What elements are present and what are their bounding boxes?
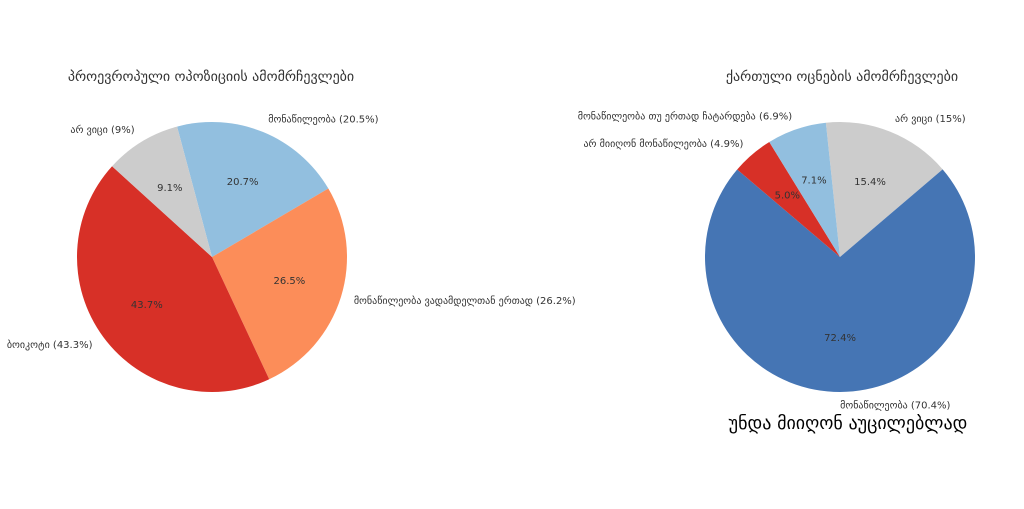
- slice-label: მონაწილეობა ვადამდელთან ერთად (26.2%): [354, 295, 576, 307]
- value-label: 20.7%: [227, 177, 259, 188]
- pie-slice: [769, 122, 840, 257]
- slice-label: ბოიკოტი (43.3%): [7, 339, 93, 351]
- value-label: 72.4%: [824, 333, 856, 344]
- slice-label: მონაწილეობა (20.5%): [268, 114, 378, 126]
- slice-label: არ მიიღონ მონაწილეობა (4.9%): [583, 138, 743, 150]
- value-label: 5.0%: [775, 190, 800, 201]
- pie-slice: [825, 122, 943, 258]
- value-label: 26.5%: [273, 276, 305, 287]
- annotation: უნდა მიიღონ აუცილებლად: [729, 413, 968, 434]
- slice-label: არ ვიცი (15%): [895, 113, 966, 125]
- pie-slice: [212, 188, 347, 380]
- value-label: 9.1%: [157, 183, 182, 194]
- slice-label: მონაწილეობა თუ ერთად ჩატარდება (6.9%): [578, 110, 793, 122]
- slice-label: მონაწილეობა (70.4%): [840, 399, 950, 411]
- pie-slice: [112, 126, 212, 258]
- chart-title: პროევროპული ოპოზიციის ამომრჩევლები: [68, 68, 354, 85]
- pie-slice: [177, 122, 329, 258]
- value-label: 7.1%: [801, 175, 826, 186]
- value-label: 15.4%: [854, 177, 886, 188]
- chart-title: ქართული ოცნების ამომრჩევლები: [726, 68, 958, 85]
- slice-label: არ ვიცი (9%): [70, 124, 134, 136]
- pie-slice: [705, 169, 976, 393]
- pie-slice: [737, 141, 840, 257]
- pie-slice: [77, 166, 270, 392]
- value-label: 43.7%: [131, 300, 163, 311]
